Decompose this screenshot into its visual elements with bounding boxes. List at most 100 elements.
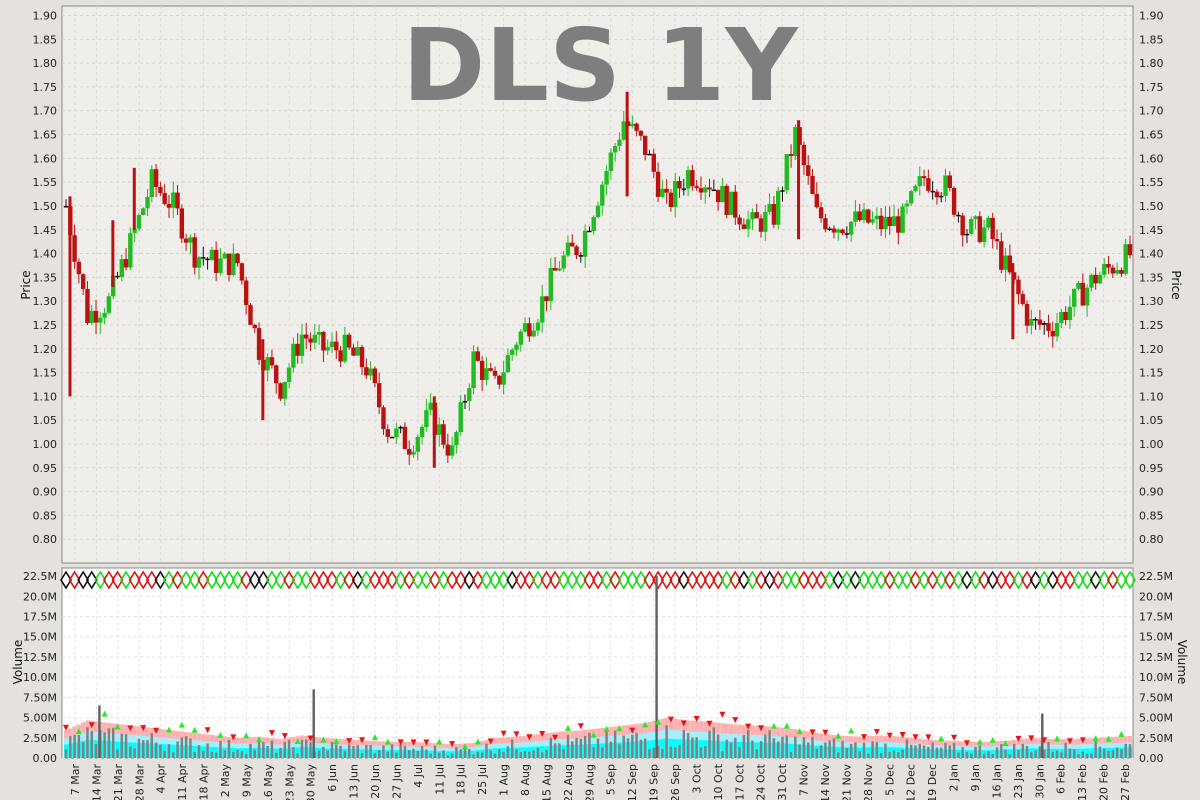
candle-body	[239, 263, 245, 281]
price-tick-label: 1.30	[1139, 295, 1164, 308]
volume-bar	[373, 753, 377, 758]
candle-body	[956, 214, 961, 217]
volume-bar	[1124, 743, 1127, 758]
volume-bar	[369, 745, 372, 758]
volume-signal-marker	[770, 722, 777, 729]
candle-body	[775, 190, 781, 225]
signal-marker	[695, 570, 707, 590]
signal-marker	[617, 570, 630, 590]
volume-bar	[579, 738, 583, 758]
volume-signal-marker	[719, 711, 726, 718]
candle-body	[72, 235, 77, 262]
signal-marker	[368, 570, 381, 590]
volume-band-inner	[492, 748, 498, 758]
candle-body	[548, 267, 554, 302]
volume-bar	[253, 749, 256, 758]
signal-marker	[68, 570, 81, 590]
volume-bar	[888, 751, 891, 758]
candle-body	[89, 310, 94, 324]
signal-marker	[978, 570, 991, 590]
candle-body	[724, 185, 729, 215]
volume-bar	[1000, 744, 1003, 758]
candle-body	[651, 153, 656, 172]
candle-body	[690, 170, 695, 187]
candle-body	[449, 445, 455, 456]
volume-bar	[365, 744, 368, 758]
volume-signal-marker	[796, 728, 803, 735]
date-tick-label: 25 Jul	[476, 764, 489, 795]
volume-bar	[390, 744, 394, 758]
date-tick-label: 13 Jun	[348, 764, 361, 799]
volume-bar	[686, 733, 690, 758]
candle-body	[582, 230, 588, 257]
volume-signal-marker	[938, 735, 945, 742]
date-tick-label: 11 Jul	[433, 764, 446, 795]
candle-body	[1102, 264, 1107, 275]
candle-body	[878, 215, 884, 230]
volume-bar	[103, 732, 106, 758]
signal-marker	[935, 570, 948, 590]
volume-signal-marker	[127, 725, 134, 732]
price-tick-label: 1.80	[1139, 57, 1164, 70]
volume-bar	[957, 752, 960, 758]
volume-bar	[1128, 744, 1132, 758]
signal-marker	[1003, 570, 1016, 590]
volume-bar	[189, 738, 192, 758]
volume-bar	[1047, 741, 1050, 758]
signal-marker	[531, 570, 544, 590]
volume-bar	[262, 742, 265, 758]
volume-bar	[64, 749, 68, 758]
volume-bar	[858, 751, 861, 758]
candle-body	[312, 334, 318, 343]
candle-body	[295, 343, 300, 356]
volume-bar	[416, 750, 420, 758]
volume-bar	[961, 747, 964, 758]
signal-marker	[772, 570, 785, 590]
volume-bar	[339, 745, 342, 758]
volume-signal-marker	[667, 716, 674, 723]
signal-marker	[763, 570, 776, 590]
volume-signal-marker	[474, 738, 481, 745]
volume-axis-label-right: Volume	[1175, 640, 1189, 685]
volume-signal-marker	[912, 734, 919, 741]
signal-marker	[471, 570, 484, 590]
candle-body	[269, 357, 275, 366]
candle-body	[720, 185, 725, 203]
signal-marker	[832, 570, 845, 590]
candle-body	[226, 253, 232, 276]
volume-tick-label: 0.00	[33, 752, 58, 765]
signal-marker	[334, 570, 347, 590]
candle-body	[153, 169, 159, 188]
candle-body	[642, 135, 648, 155]
signal-marker	[1046, 570, 1059, 590]
price-tick-label: 1.55	[33, 176, 58, 189]
date-tick-label: 28 Mar	[133, 764, 146, 800]
candle-body	[488, 368, 493, 371]
volume-bar	[575, 737, 578, 758]
volume-band-inner	[990, 749, 995, 758]
price-tick-label: 1.90	[33, 10, 58, 23]
volume-bar	[571, 741, 574, 758]
volume-bar	[618, 744, 621, 758]
volume-band-inner	[720, 741, 725, 758]
signal-marker	[1055, 570, 1068, 590]
candle-body	[1016, 279, 1021, 295]
volume-bar	[502, 751, 505, 758]
candle-body	[943, 175, 948, 196]
candle-body	[454, 432, 459, 446]
candle-body	[754, 212, 759, 219]
price-tick-label: 1.65	[33, 129, 58, 142]
date-tick-label: 27 Feb	[1119, 764, 1132, 800]
volume-signal-marker	[384, 738, 391, 745]
volume-tick-label: 2.50M	[23, 732, 57, 745]
volume-bar	[674, 747, 677, 758]
date-tick-label: 16 Jan	[990, 764, 1003, 798]
date-tick-label: 4 Jul	[412, 764, 425, 788]
price-tick-label: 1.00	[1139, 438, 1164, 451]
signal-marker	[840, 570, 853, 590]
volume-bar	[995, 747, 999, 758]
volume-bar	[73, 734, 76, 758]
signal-marker	[969, 570, 982, 590]
price-tick-label: 1.85	[1139, 33, 1164, 46]
candle-body	[437, 424, 442, 435]
